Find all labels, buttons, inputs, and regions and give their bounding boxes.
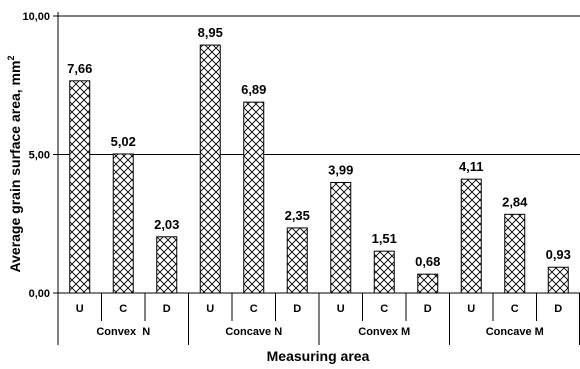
bar bbox=[69, 80, 91, 294]
data-label: 7,66 bbox=[67, 61, 92, 76]
category-label: C bbox=[380, 303, 388, 315]
y-tick-label: 10,00 bbox=[22, 11, 50, 23]
bar bbox=[243, 101, 265, 294]
x-axis-title: Measuring area bbox=[267, 348, 370, 364]
data-label: 3,99 bbox=[328, 162, 353, 177]
bar bbox=[199, 44, 221, 294]
y-tick-label: 5,00 bbox=[29, 150, 50, 162]
group-label: Concave M bbox=[486, 326, 544, 338]
bar bbox=[373, 250, 395, 294]
y-tick-label: 0,00 bbox=[29, 288, 50, 300]
bar bbox=[417, 273, 439, 294]
group-label: Convex N bbox=[96, 326, 150, 338]
data-label: 4,11 bbox=[459, 159, 484, 174]
data-label: 0,93 bbox=[546, 247, 571, 262]
data-label: 2,35 bbox=[285, 208, 310, 223]
data-label: 8,95 bbox=[198, 25, 223, 40]
bar bbox=[330, 181, 352, 294]
axes bbox=[53, 12, 580, 345]
category-label: D bbox=[554, 303, 562, 315]
category-label: D bbox=[424, 303, 432, 315]
bars bbox=[69, 44, 569, 294]
y-axis-title: Average grain surface area, mm2 bbox=[6, 56, 23, 273]
bar bbox=[286, 227, 308, 294]
category-label: U bbox=[76, 303, 84, 315]
category-label: U bbox=[467, 303, 475, 315]
bar bbox=[112, 153, 134, 294]
bar bbox=[460, 178, 482, 294]
data-label: 1,51 bbox=[372, 231, 397, 246]
category-label: C bbox=[119, 303, 127, 315]
category-label: C bbox=[250, 303, 258, 315]
data-label: 0,68 bbox=[415, 254, 440, 269]
group-label: Convex M bbox=[358, 326, 410, 338]
bar bbox=[156, 236, 178, 294]
data-label: 5,02 bbox=[111, 134, 136, 149]
labels: 0,00 5,00 10,00 7,66 U 5,02 C 2,03 D Convex N 8,95… bbox=[22, 11, 570, 338]
category-label: D bbox=[293, 303, 301, 315]
group-label: Concave N bbox=[225, 326, 282, 338]
bar bbox=[504, 213, 526, 294]
data-label: 2,03 bbox=[154, 217, 179, 232]
category-label: C bbox=[511, 303, 519, 315]
data-label: 6,89 bbox=[241, 82, 266, 97]
gridlines bbox=[58, 15, 580, 155]
data-label: 2,84 bbox=[502, 194, 528, 209]
y-axis-title-superscript: 2 bbox=[6, 56, 16, 61]
category-label: U bbox=[337, 303, 345, 315]
category-label: U bbox=[206, 303, 214, 315]
category-label: D bbox=[163, 303, 171, 315]
bar bbox=[547, 266, 569, 294]
